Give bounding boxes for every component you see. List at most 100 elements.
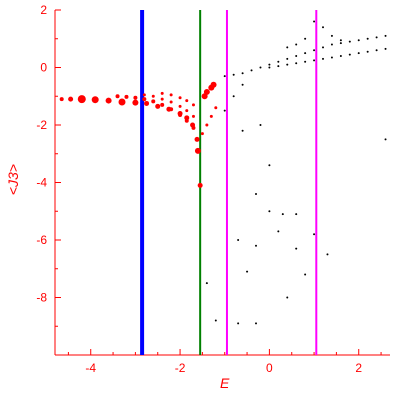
y-ticks: 2 0 -2 -4 -6 -8 xyxy=(36,3,61,356)
red-data-point xyxy=(197,182,203,188)
black-data-point xyxy=(330,34,333,37)
x-tick-label: 0 xyxy=(266,361,273,375)
black-data-point xyxy=(295,62,298,65)
black-data-point xyxy=(205,282,208,285)
red-data-point xyxy=(155,103,161,109)
black-data-point xyxy=(295,43,298,46)
axes xyxy=(54,10,390,356)
black-data-point xyxy=(277,230,280,233)
red-data-point xyxy=(124,94,129,99)
red-data-point xyxy=(68,96,74,102)
x-tick-label: -2 xyxy=(175,361,186,375)
black-data-point xyxy=(241,83,244,86)
red-data-point xyxy=(169,100,173,104)
black-data-point xyxy=(286,296,289,299)
black-data-point xyxy=(348,53,351,56)
red-data-point xyxy=(214,106,218,110)
red-data-point xyxy=(191,125,196,130)
red-data-point xyxy=(77,95,86,104)
black-data-point xyxy=(286,63,289,66)
red-data-point xyxy=(59,97,64,102)
black-data-point xyxy=(223,75,226,78)
black-data-point xyxy=(313,20,316,23)
black-data-point xyxy=(268,210,271,213)
red-data-point xyxy=(115,94,120,99)
black-data-point xyxy=(304,60,307,63)
black-data-point xyxy=(366,37,369,40)
black-data-point xyxy=(232,73,235,76)
red-data-point xyxy=(160,102,165,107)
black-data-point xyxy=(313,59,316,62)
black-data-point xyxy=(268,63,271,66)
red-data-point xyxy=(142,93,146,97)
red-data-point xyxy=(132,99,139,106)
black-data-point xyxy=(375,36,378,39)
black-data-point xyxy=(304,273,307,276)
red-data-point xyxy=(194,136,200,142)
black-data-point xyxy=(348,40,351,43)
black-data-point xyxy=(237,239,240,241)
red-data-point xyxy=(178,96,182,100)
black-data-point xyxy=(322,46,324,49)
black-data-point xyxy=(339,42,342,45)
black-data-point xyxy=(357,39,360,42)
x-tick-label: 2 xyxy=(355,361,362,375)
black-data-point xyxy=(330,56,333,59)
red-data-point xyxy=(184,118,189,123)
black-data-point xyxy=(295,55,298,57)
black-data-point xyxy=(313,233,316,236)
x-tick-label: -4 xyxy=(85,361,96,375)
red-data-point xyxy=(203,88,210,95)
y-axis-title: <J3> xyxy=(5,164,21,195)
black-data-point xyxy=(246,270,249,273)
black-data-point xyxy=(281,213,284,216)
y-tick-label: 0 xyxy=(40,61,47,75)
red-data-point xyxy=(185,99,189,103)
black-data-point xyxy=(295,213,298,216)
black-data-point xyxy=(241,72,244,75)
black-data-point xyxy=(268,66,271,69)
black-data-point xyxy=(313,49,316,52)
black-data-point xyxy=(286,57,289,60)
black-data-point xyxy=(326,253,329,256)
red-data-point xyxy=(169,107,174,112)
red-data-point xyxy=(209,114,213,118)
black-data-point xyxy=(214,319,217,322)
red-data-point xyxy=(205,123,209,127)
red-data-point xyxy=(194,147,201,154)
black-data-point xyxy=(366,50,369,53)
red-data-point xyxy=(160,97,164,101)
red-data-point xyxy=(151,94,155,98)
red-data-point xyxy=(191,114,195,118)
red-data-point xyxy=(185,109,189,113)
red-data-point xyxy=(133,95,138,100)
red-data-point xyxy=(105,97,112,104)
black-data-point xyxy=(384,47,387,50)
black-data-point xyxy=(384,138,387,141)
black-data-point xyxy=(304,52,307,55)
black-data-point xyxy=(241,129,244,132)
red-data-point xyxy=(151,99,156,104)
y-tick-label: -8 xyxy=(36,291,47,305)
x-ticks: -4 -2 0 2 xyxy=(67,349,382,375)
black-data-point xyxy=(357,52,360,55)
red-data-point xyxy=(178,112,183,117)
vertical-lines xyxy=(140,10,318,355)
black-data-point xyxy=(237,322,240,325)
red-data-point xyxy=(142,97,147,102)
red-data-point xyxy=(210,81,217,88)
red-data-point xyxy=(169,93,173,97)
black-data-point xyxy=(259,66,262,69)
black-data-point xyxy=(268,164,271,167)
black-data-point xyxy=(384,34,387,37)
black-data-point xyxy=(304,37,307,40)
y-tick-label: 2 xyxy=(40,3,47,17)
black-data-point xyxy=(339,55,342,57)
black-data-point xyxy=(255,193,257,195)
black-data-point xyxy=(259,124,262,126)
black-data-point xyxy=(250,69,253,72)
black-data-point xyxy=(286,46,289,49)
black-data-point xyxy=(277,65,280,68)
